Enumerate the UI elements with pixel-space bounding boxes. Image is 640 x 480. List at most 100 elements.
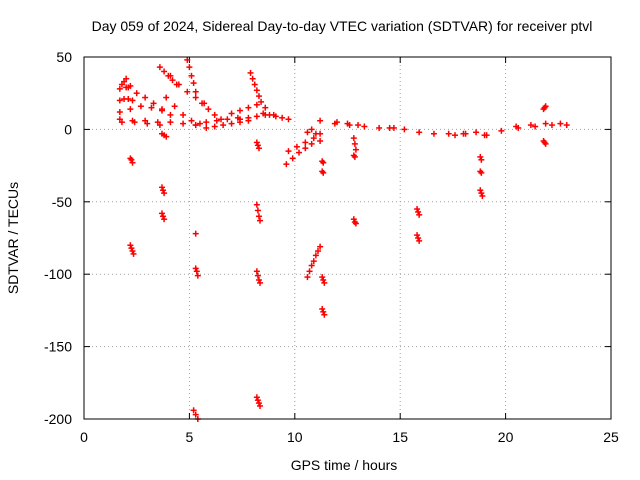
data-point-iso-01 bbox=[128, 156, 135, 163]
data-point-arc-a1 bbox=[116, 85, 123, 92]
data-point-arc-g1 bbox=[445, 130, 452, 137]
data-point-arc-d3 bbox=[236, 116, 243, 123]
data-point-arc-d1 bbox=[249, 75, 256, 82]
data-point-arc-a5 bbox=[150, 100, 157, 107]
data-point-arc-b1 bbox=[169, 77, 176, 84]
data-point-arc-d1 bbox=[247, 69, 254, 76]
data-point-arc-e1 bbox=[283, 161, 290, 168]
data-point-iso-04 bbox=[160, 213, 167, 220]
data-point-arc-f2 bbox=[344, 120, 351, 127]
data-point-iso-19 bbox=[352, 220, 359, 227]
data-point-iso-04 bbox=[161, 216, 168, 223]
data-point-iso-01 bbox=[129, 159, 136, 166]
data-point-arc-c1 bbox=[190, 80, 197, 87]
data-point-arc-c1 bbox=[192, 88, 199, 95]
data-point-iso-11 bbox=[257, 402, 264, 409]
data-point-arc-base2 bbox=[131, 119, 138, 126]
data-point-arc-e2 bbox=[302, 139, 309, 146]
data-point-iso-08 bbox=[255, 145, 262, 152]
data-point-arc-h1 bbox=[532, 123, 539, 130]
data-point-iso-22 bbox=[477, 153, 484, 160]
data-point-iso-20 bbox=[415, 208, 422, 215]
x-tick-label: 15 bbox=[392, 429, 408, 445]
data-point-iso-10 bbox=[254, 272, 261, 279]
data-point-arc-a5 bbox=[133, 90, 140, 97]
data-point-arc-h1 bbox=[498, 127, 505, 134]
data-point-arc-d3 bbox=[253, 113, 260, 120]
data-point-arc-b4 bbox=[180, 111, 187, 118]
data-point-iso-12 bbox=[314, 248, 321, 255]
data-point-iso-06 bbox=[194, 272, 201, 279]
data-point-arc-a4 bbox=[116, 109, 123, 116]
plot-frame bbox=[83, 56, 612, 420]
data-point-arc-f1 bbox=[376, 124, 383, 131]
data-point-arc-c2 bbox=[224, 116, 231, 123]
y-tick-label: -150 bbox=[44, 339, 72, 355]
data-point-arc-d2 bbox=[262, 104, 269, 111]
data-point-iso-03 bbox=[161, 190, 168, 197]
y-axis-label: SDTVAR / TECUs bbox=[5, 182, 21, 294]
data-point-arc-c3 bbox=[205, 106, 212, 113]
data-point-arc-a4 bbox=[148, 104, 155, 111]
data-point-arc-base1 bbox=[167, 119, 174, 126]
data-point-iso-21 bbox=[415, 235, 422, 241]
data-point-iso-11 bbox=[253, 394, 260, 401]
data-point-iso-03 bbox=[158, 184, 165, 191]
data-point-arc-b3 bbox=[184, 88, 191, 95]
data-point-iso-02 bbox=[129, 248, 136, 255]
data-point-iso-02 bbox=[127, 242, 134, 249]
data-point-arc-h1 bbox=[548, 122, 555, 129]
data-point-iso-20 bbox=[414, 206, 421, 213]
data-point-arc-e2 bbox=[293, 143, 300, 150]
data-point-arc-a5 bbox=[158, 106, 165, 113]
data-point-arc-c3 bbox=[218, 116, 225, 123]
data-point-arc-h2 bbox=[513, 123, 520, 130]
data-point-iso-16 bbox=[320, 308, 327, 315]
data-point-arc-c4 bbox=[203, 124, 210, 131]
data-point-arc-a4 bbox=[127, 106, 134, 113]
data-point-arc-f2 bbox=[333, 119, 340, 126]
data-point-arc-h2 bbox=[527, 122, 534, 129]
data-point-iso-07 bbox=[192, 411, 199, 418]
data-point-arc-base2 bbox=[144, 120, 151, 127]
data-point-arc-a3 bbox=[127, 82, 134, 89]
data-point-iso-09 bbox=[255, 213, 262, 220]
data-point-arc-f1 bbox=[317, 117, 324, 124]
data-point-arc-a2 bbox=[129, 97, 136, 104]
data-point-arc-base2 bbox=[156, 122, 163, 129]
data-point-iso-17 bbox=[351, 140, 358, 147]
data-point-iso-06 bbox=[193, 268, 200, 275]
data-point-arc-c1 bbox=[186, 64, 193, 71]
data-point-iso-20 bbox=[416, 211, 423, 218]
data-point-iso-11 bbox=[254, 397, 261, 404]
data-point-iso-23 bbox=[478, 169, 485, 176]
data-point-arc-d1 bbox=[255, 93, 262, 100]
data-point-iso-15 bbox=[320, 276, 327, 283]
data-point-iso-12 bbox=[306, 268, 313, 275]
data-point-arc-h2 bbox=[542, 120, 549, 127]
data-point-arc-d2 bbox=[228, 110, 235, 117]
data-point-arc-c4 bbox=[211, 123, 218, 130]
data-points bbox=[116, 56, 570, 422]
data-point-iso-08 bbox=[254, 142, 261, 149]
data-point-arc-b4 bbox=[171, 103, 178, 110]
data-point-iso-15 bbox=[319, 274, 326, 281]
data-point-arc-d4 bbox=[285, 116, 292, 123]
data-point-arc-a5 bbox=[142, 94, 149, 101]
data-point-arc-d3 bbox=[245, 114, 252, 121]
data-point-arc-h1 bbox=[481, 132, 488, 139]
data-point-iso-17 bbox=[350, 135, 357, 142]
data-point-iso-21 bbox=[414, 232, 421, 239]
y-tick-label: -200 bbox=[44, 411, 72, 427]
data-point-iso-16 bbox=[321, 311, 328, 318]
x-tick-label: 10 bbox=[287, 429, 303, 445]
data-point-iso-25 bbox=[542, 103, 549, 110]
data-point-arc-d1 bbox=[251, 81, 258, 88]
data-point-arc-c2 bbox=[203, 119, 210, 126]
data-point-arc-b2 bbox=[163, 133, 170, 140]
data-point-arc-a1 bbox=[123, 75, 130, 82]
data-point-arc-base1 bbox=[180, 120, 187, 127]
data-point-arc-e1 bbox=[289, 155, 296, 162]
y-tick-label: -50 bbox=[52, 194, 72, 210]
data-point-iso-10 bbox=[257, 279, 264, 286]
